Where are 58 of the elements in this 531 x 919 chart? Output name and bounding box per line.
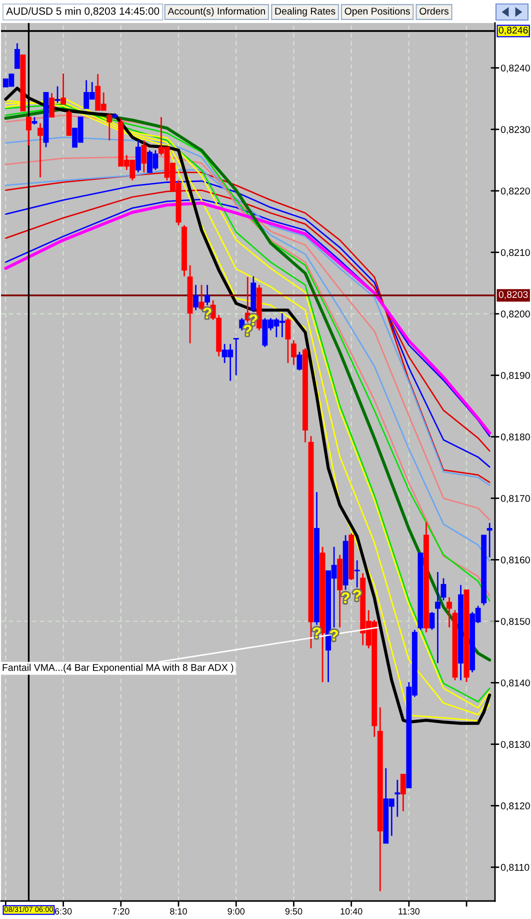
candlestick [233, 338, 239, 376]
candlestick [446, 596, 452, 628]
ref-line-label: 0,8203 [498, 291, 528, 300]
text: Dealing Rates [275, 7, 336, 17]
x-tick-label: 9:50 [285, 908, 302, 915]
annotation: ? [342, 592, 350, 604]
candlestick [239, 317, 245, 332]
chart-title: AUD/USD 5 min 0,8203 14:45:00 [6, 7, 160, 16]
y-tick-label: 0,8190 [500, 372, 530, 380]
candlestick [198, 284, 204, 311]
y-tick-label: 0,8140 [500, 679, 530, 688]
candlestick [486, 522, 492, 558]
candlestick [49, 92, 54, 118]
y-tick-label: 0,8210 [500, 249, 530, 258]
x-tick-label: 10:40 [340, 908, 362, 915]
candlestick [26, 116, 32, 146]
y-tick-label: 0,8200 [500, 310, 530, 319]
candlestick [106, 112, 112, 142]
annotation: Fantail VMA...(4 Bar Exponential MA with 8 Bar ADX ) [2, 664, 234, 673]
y-tick-label: 0,8230 [500, 126, 530, 134]
candlestick [400, 774, 406, 812]
candlestick [14, 42, 20, 70]
candlestick [60, 72, 66, 105]
text: Account(s) Information [168, 7, 265, 17]
candlestick [54, 86, 60, 104]
candlestick [141, 140, 147, 174]
annotation: ? [330, 630, 338, 641]
candlestick [135, 140, 141, 174]
x-tick-label: 8:10 [170, 908, 187, 915]
x-tick-label: 9:00 [228, 908, 245, 915]
candlestick [38, 122, 43, 178]
ref-line-label: 0,8246 [498, 26, 528, 35]
candlestick [440, 578, 446, 602]
candlestick [394, 779, 400, 818]
y-tick-label: 0,8130 [500, 740, 530, 749]
x-tick-label: 6:30 [54, 908, 72, 915]
y-tick-label: 0,8170 [500, 495, 530, 504]
candlestick [429, 611, 435, 631]
candlestick [204, 284, 210, 306]
candlestick [193, 284, 199, 311]
x-tick-label: 11:30 [398, 908, 420, 915]
y-tick-label: 0,8150 [500, 618, 530, 626]
candlestick [296, 351, 302, 372]
y-tick-label: 0,8220 [500, 188, 530, 196]
candlestick [66, 110, 72, 136]
y-tick-label: 0,8240 [500, 64, 530, 73]
y-tick-label: 0,8160 [500, 556, 530, 565]
annotation: ? [312, 627, 321, 638]
text: Open Positions [344, 7, 410, 17]
y-tick-label: 0,8110 [500, 864, 530, 872]
x-tick-label: 7:20 [112, 908, 130, 915]
candlestick [435, 571, 440, 664]
y-tick-label: 0,8120 [500, 802, 530, 810]
y-tick-label: 0,8180 [500, 434, 530, 442]
candlestick [285, 317, 291, 364]
annotation: ? [244, 324, 252, 336]
text: Orders [420, 7, 449, 15]
candlestick [290, 340, 296, 366]
